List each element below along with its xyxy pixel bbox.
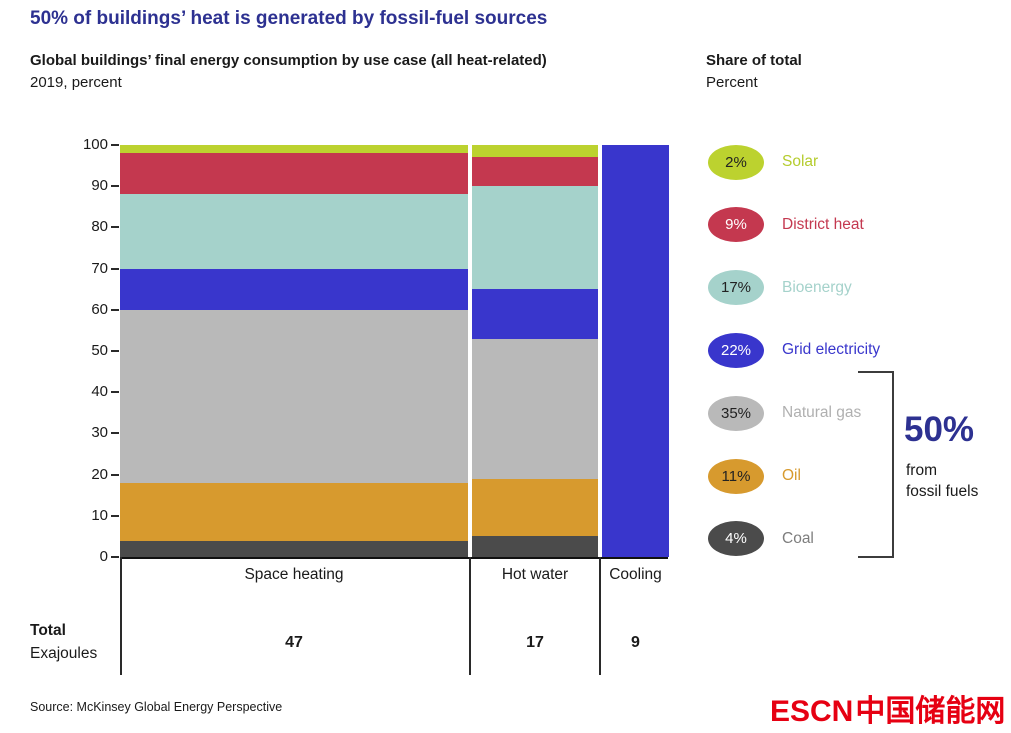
chart-subtitle: Global buildings’ final energy consumpti… xyxy=(30,52,547,69)
bar-segment-grid-electricity xyxy=(120,268,468,310)
y-axis-label: 90 xyxy=(91,177,108,195)
bar-segment-natural-gas xyxy=(120,309,468,483)
totals-row-unit: Exajoules xyxy=(30,645,98,662)
y-axis-tick xyxy=(111,267,119,270)
column-total-value: 47 xyxy=(285,634,303,651)
legend-swatch-bioenergy: 17% xyxy=(708,270,764,306)
chart-title: 50% of buildings’ heat is generated by f… xyxy=(30,8,548,29)
column-total-value: 17 xyxy=(526,634,544,651)
callout-line2: fossil fuels xyxy=(906,483,979,500)
legend-swatch-coal: 4% xyxy=(708,521,764,557)
chart-subtitle-unit: 2019, percent xyxy=(30,74,122,91)
bar-segment-oil xyxy=(120,482,468,541)
bar-segment-oil xyxy=(472,478,598,537)
x-axis-line xyxy=(120,557,668,559)
legend-label-bioenergy: Bioenergy xyxy=(782,278,852,296)
y-axis-label: 100 xyxy=(82,136,108,153)
y-axis-label: 30 xyxy=(91,424,108,442)
legend-header-unit: Percent xyxy=(706,74,758,91)
fossil-share-callout-value: 50% xyxy=(904,410,975,449)
source-note: Source: McKinsey Global Energy Perspecti… xyxy=(30,700,283,714)
legend-label-solar: Solar xyxy=(782,153,819,170)
y-axis-tick xyxy=(111,432,119,435)
bar-segment-coal xyxy=(120,540,468,557)
escn-watermark: ESCN中国储能网 xyxy=(770,686,1005,730)
y-axis-label: 60 xyxy=(91,300,108,318)
legend-label-grid-electricity: Grid electricity xyxy=(782,341,881,359)
callout-line1: from xyxy=(906,462,937,479)
bar-segment-grid-electricity xyxy=(472,289,598,339)
fossil-share-callout-label: from fossil fuels xyxy=(906,460,978,502)
legend-swatch-district-heat: 9% xyxy=(708,207,764,243)
bar-segment-natural-gas xyxy=(472,338,598,479)
y-axis-tick xyxy=(111,226,119,229)
legend-swatch-grid-electricity: 22% xyxy=(708,332,764,368)
y-axis-label: 0 xyxy=(99,548,108,565)
y-axis-label: 80 xyxy=(91,218,108,236)
y-axis-tick xyxy=(111,350,119,352)
y-axis-label: 70 xyxy=(91,259,108,277)
legend-label-oil: Oil xyxy=(782,467,801,484)
column-separator-line xyxy=(469,557,471,675)
bar-segment-grid-electricity xyxy=(602,145,669,557)
y-axis-tick xyxy=(111,556,119,558)
column-separator-line xyxy=(599,557,601,675)
y-axis-tick xyxy=(111,514,119,517)
column-separator-line xyxy=(120,557,122,675)
y-axis-label: 20 xyxy=(91,465,108,483)
legend-label-district-heat: District heat xyxy=(782,215,864,233)
category-label: Cooling xyxy=(609,566,662,583)
y-axis-tick xyxy=(111,473,119,476)
y-axis-tick xyxy=(111,185,119,188)
bar-segment-bioenergy xyxy=(120,194,468,269)
y-axis-label: 40 xyxy=(91,383,108,401)
y-axis-tick xyxy=(111,308,119,311)
totals-row-label: Total xyxy=(30,622,66,639)
fossil-fuels-bracket xyxy=(858,371,894,558)
category-label: Space heating xyxy=(244,566,344,583)
y-axis-label: 10 xyxy=(91,506,108,524)
bar-segment-solar xyxy=(120,145,468,154)
legend-header: Share of total xyxy=(706,52,802,69)
escn-watermark-latin: ESCN xyxy=(770,695,854,728)
escn-watermark-cjk: 中国储能网 xyxy=(855,695,1006,728)
bar-segment-bioenergy xyxy=(472,186,598,290)
bar-segment-district-heat xyxy=(472,157,598,187)
legend-swatch-natural-gas: 35% xyxy=(708,395,764,431)
legend-label-coal: Coal xyxy=(782,529,814,547)
category-label: Hot water xyxy=(501,566,569,583)
bar-segment-district-heat xyxy=(120,153,468,195)
legend-swatch-oil: 11% xyxy=(708,458,764,494)
y-axis-label: 50 xyxy=(91,342,108,359)
y-axis-tick xyxy=(111,144,119,146)
bar-segment-coal xyxy=(472,536,598,557)
legend-label-natural-gas: Natural gas xyxy=(782,404,862,422)
column-total-value: 9 xyxy=(631,634,640,651)
y-axis-tick xyxy=(111,391,119,394)
bar-segment-solar xyxy=(472,145,598,158)
legend-swatch-solar: 2% xyxy=(708,144,764,180)
